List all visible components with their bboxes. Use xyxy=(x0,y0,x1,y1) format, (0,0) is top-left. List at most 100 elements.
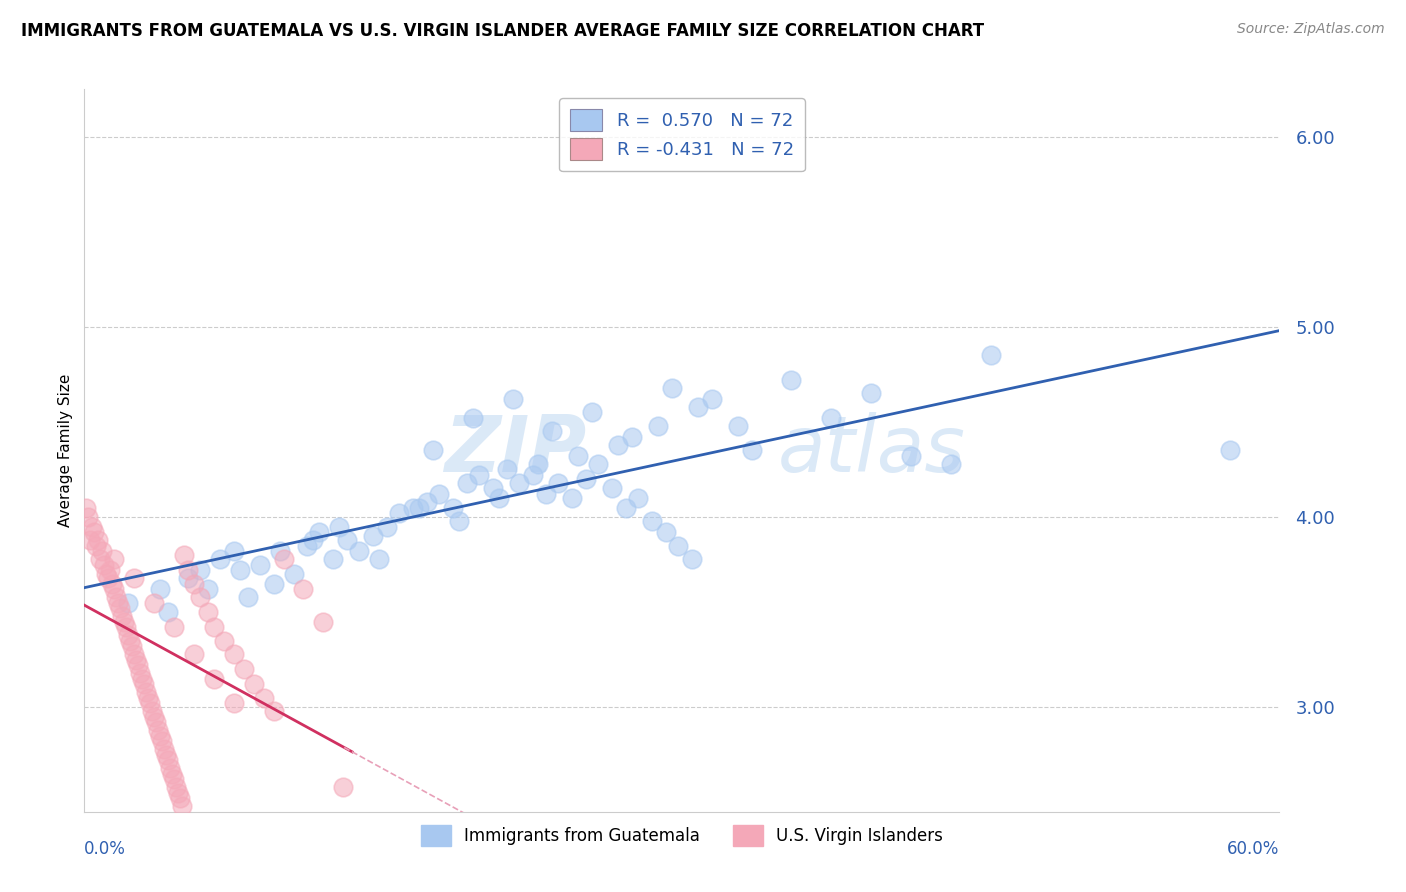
Point xyxy=(208,551,231,566)
Point xyxy=(98,563,121,577)
Point xyxy=(145,715,167,730)
Point xyxy=(375,519,398,533)
Point xyxy=(153,742,176,756)
Point xyxy=(686,400,709,414)
Point xyxy=(456,475,478,490)
Point xyxy=(242,677,264,691)
Point xyxy=(361,529,384,543)
Point xyxy=(402,500,425,515)
Point xyxy=(820,411,842,425)
Point xyxy=(297,539,319,553)
Point xyxy=(581,405,603,419)
Point xyxy=(105,590,128,604)
Point xyxy=(159,761,181,775)
Point xyxy=(229,563,252,577)
Point xyxy=(89,551,111,566)
Point xyxy=(900,449,922,463)
Point xyxy=(860,386,883,401)
Point xyxy=(155,747,177,762)
Point xyxy=(183,576,205,591)
Point xyxy=(83,525,105,540)
Point xyxy=(292,582,315,597)
Point xyxy=(136,690,159,705)
Point xyxy=(269,544,291,558)
Point xyxy=(117,596,139,610)
Point xyxy=(600,482,623,496)
Point xyxy=(112,615,135,629)
Point xyxy=(495,462,517,476)
Point xyxy=(139,696,162,710)
Point xyxy=(197,582,219,597)
Point xyxy=(627,491,650,505)
Point xyxy=(527,457,550,471)
Point xyxy=(273,551,295,566)
Point xyxy=(422,443,444,458)
Point xyxy=(427,487,450,501)
Legend: Immigrants from Guatemala, U.S. Virgin Islanders: Immigrants from Guatemala, U.S. Virgin I… xyxy=(412,817,952,854)
Point xyxy=(283,567,305,582)
Point xyxy=(165,780,187,794)
Point xyxy=(177,571,200,585)
Point xyxy=(149,582,172,597)
Point xyxy=(621,430,644,444)
Point xyxy=(103,551,125,566)
Point xyxy=(312,615,335,629)
Point xyxy=(157,605,180,619)
Point xyxy=(222,544,245,558)
Point xyxy=(561,491,583,505)
Point xyxy=(780,373,803,387)
Point xyxy=(177,563,200,577)
Point xyxy=(328,519,350,533)
Point xyxy=(202,672,225,686)
Point xyxy=(117,628,139,642)
Point xyxy=(641,514,664,528)
Point xyxy=(468,468,491,483)
Point xyxy=(614,500,637,515)
Point xyxy=(110,601,132,615)
Point xyxy=(541,425,564,439)
Point xyxy=(236,590,259,604)
Text: Source: ZipAtlas.com: Source: ZipAtlas.com xyxy=(1237,22,1385,37)
Text: atlas: atlas xyxy=(778,412,966,489)
Point xyxy=(91,544,114,558)
Point xyxy=(188,563,211,577)
Point xyxy=(232,662,254,676)
Point xyxy=(488,491,510,505)
Point xyxy=(522,468,544,483)
Point xyxy=(183,647,205,661)
Text: ZIP: ZIP xyxy=(444,412,586,489)
Point xyxy=(86,539,108,553)
Point xyxy=(96,567,118,582)
Point xyxy=(416,495,439,509)
Y-axis label: Average Family Size: Average Family Size xyxy=(58,374,73,527)
Point xyxy=(170,799,193,814)
Point xyxy=(82,519,104,533)
Point xyxy=(103,582,125,597)
Point xyxy=(388,506,411,520)
Point xyxy=(149,729,172,743)
Point xyxy=(939,457,962,471)
Point xyxy=(263,704,285,718)
Point xyxy=(146,723,169,737)
Point xyxy=(980,348,1002,362)
Point xyxy=(120,633,142,648)
Point xyxy=(75,500,97,515)
Point xyxy=(115,620,138,634)
Point xyxy=(681,551,703,566)
Point xyxy=(107,596,129,610)
Point xyxy=(508,475,530,490)
Point xyxy=(87,533,110,547)
Point xyxy=(122,647,145,661)
Point xyxy=(588,457,610,471)
Point xyxy=(700,392,723,406)
Text: 60.0%: 60.0% xyxy=(1227,840,1279,858)
Point xyxy=(160,766,183,780)
Point xyxy=(222,647,245,661)
Point xyxy=(655,525,678,540)
Point xyxy=(97,571,120,585)
Point xyxy=(125,652,148,666)
Point xyxy=(212,633,235,648)
Point xyxy=(101,576,124,591)
Point xyxy=(502,392,524,406)
Point xyxy=(131,672,153,686)
